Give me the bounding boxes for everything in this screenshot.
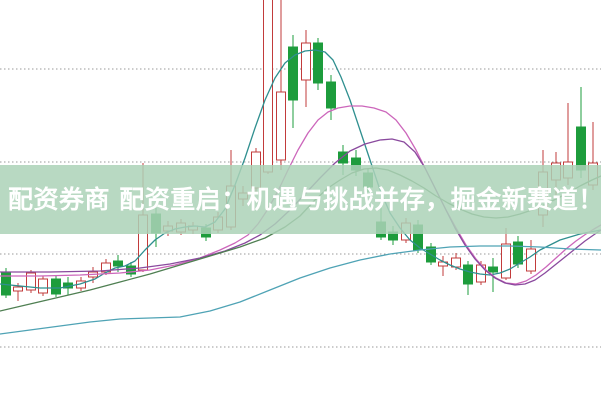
candle-down xyxy=(463,264,473,285)
ma-long-cyan xyxy=(0,245,601,335)
candle-up xyxy=(276,91,286,161)
headline-text: 配资券商 配资重启：机遇与挑战并存，掘金新赛道！ xyxy=(8,185,601,214)
candle-down xyxy=(313,42,323,84)
candle-up xyxy=(501,243,511,279)
candle-down xyxy=(51,278,61,295)
candle-down xyxy=(326,81,336,109)
candle-down xyxy=(288,46,298,101)
candle-up xyxy=(38,278,48,294)
candle-down xyxy=(338,151,348,164)
ma-short-teal xyxy=(0,49,601,289)
ma-mid-purple xyxy=(0,138,601,286)
candle-down xyxy=(126,265,136,275)
candle-up xyxy=(13,286,23,292)
candle-down xyxy=(488,266,498,273)
candle-up xyxy=(26,272,36,291)
candle-down xyxy=(576,126,586,171)
ma-mid-pink xyxy=(0,105,601,285)
candle-up xyxy=(301,42,311,81)
candle-down xyxy=(513,241,523,265)
candle-up xyxy=(526,248,536,272)
candle-down xyxy=(113,260,123,267)
headline-banner: 配资券商 配资重启：机遇与挑战并存，掘金新赛道！ xyxy=(0,165,601,234)
